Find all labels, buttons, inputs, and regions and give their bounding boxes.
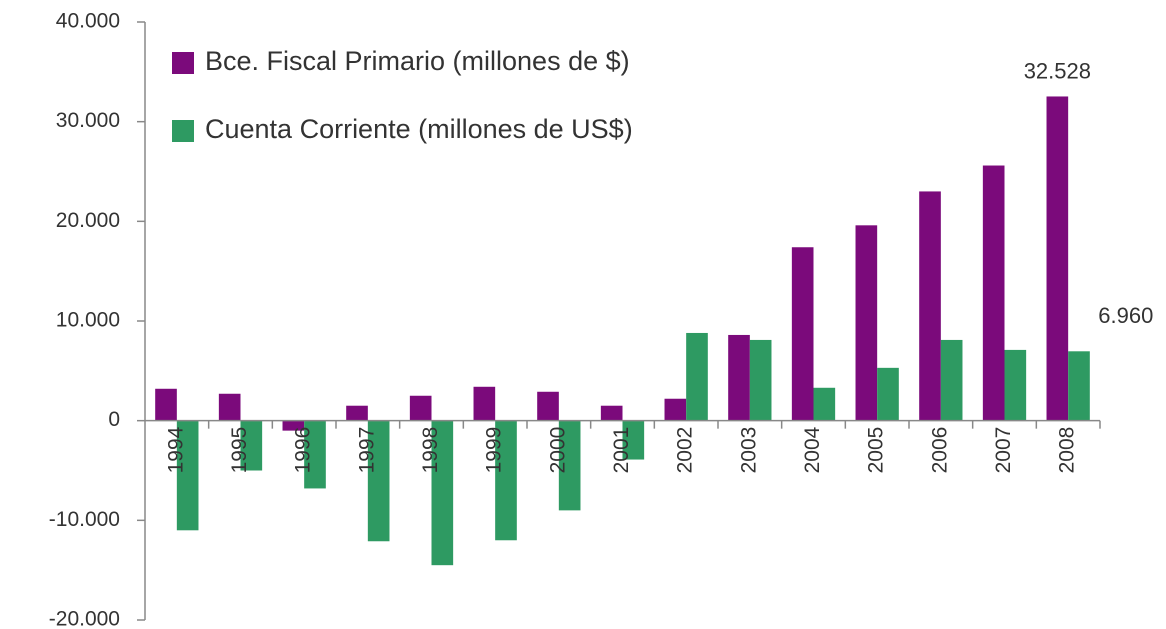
bar — [240, 420, 263, 471]
x-tick-label: 2004 — [801, 426, 824, 473]
y-tick-label: 20.000 — [56, 209, 120, 232]
y-tick-label: 30.000 — [56, 109, 120, 132]
bar — [728, 334, 750, 421]
x-tick-label: 2006 — [928, 427, 951, 474]
bar — [749, 339, 772, 421]
bar — [176, 420, 199, 531]
bar — [304, 420, 326, 489]
value-label: 32.528 — [1024, 58, 1091, 83]
bar — [1004, 349, 1027, 421]
bar — [664, 398, 687, 421]
bar — [155, 388, 177, 421]
bar — [600, 405, 623, 421]
y-tick-label: -20.000 — [49, 608, 120, 629]
bar — [982, 165, 1005, 421]
bar — [282, 420, 305, 431]
bar — [919, 191, 941, 421]
bar — [1046, 96, 1069, 421]
bar — [877, 367, 899, 421]
legend-label: Bce. Fiscal Primario (millones de $) — [205, 46, 630, 76]
legend-swatch — [172, 52, 194, 74]
x-tick-label: 2008 — [1056, 427, 1079, 474]
bar — [495, 420, 517, 541]
legend-swatch — [172, 120, 194, 142]
bar — [813, 387, 836, 421]
bar — [1068, 351, 1090, 421]
bar — [855, 225, 878, 421]
bar — [537, 391, 559, 421]
bar — [622, 420, 645, 460]
x-tick-label: 1997 — [355, 427, 378, 474]
bar — [218, 393, 241, 421]
y-tick-label: 0 — [108, 408, 120, 431]
bar — [431, 420, 454, 566]
y-tick-label: -10.000 — [49, 508, 120, 531]
x-tick-label: 1995 — [228, 427, 251, 474]
bar — [558, 420, 581, 511]
x-tick-label: 2005 — [865, 427, 888, 474]
x-tick-label: 1998 — [419, 427, 442, 474]
x-tick-label: 1994 — [164, 426, 187, 473]
bar — [346, 405, 368, 421]
bar — [940, 339, 963, 421]
x-tick-label: 1996 — [292, 427, 315, 474]
bar — [367, 420, 390, 542]
legend-label: Cuenta Corriente (millones de US$) — [205, 114, 633, 144]
bar — [473, 386, 496, 421]
y-tick-label: 40.000 — [56, 10, 120, 33]
bar — [409, 395, 432, 421]
value-label: 6.960 — [1098, 303, 1153, 328]
x-tick-label: 2002 — [674, 427, 697, 474]
bar — [791, 247, 814, 421]
x-tick-label: 2000 — [546, 427, 569, 474]
bar — [686, 332, 708, 421]
x-tick-label: 2007 — [992, 427, 1015, 474]
x-tick-label: 1999 — [483, 427, 506, 474]
x-tick-label: 2001 — [610, 427, 633, 474]
x-tick-label: 2003 — [737, 427, 760, 474]
y-tick-label: 10.000 — [56, 309, 120, 332]
